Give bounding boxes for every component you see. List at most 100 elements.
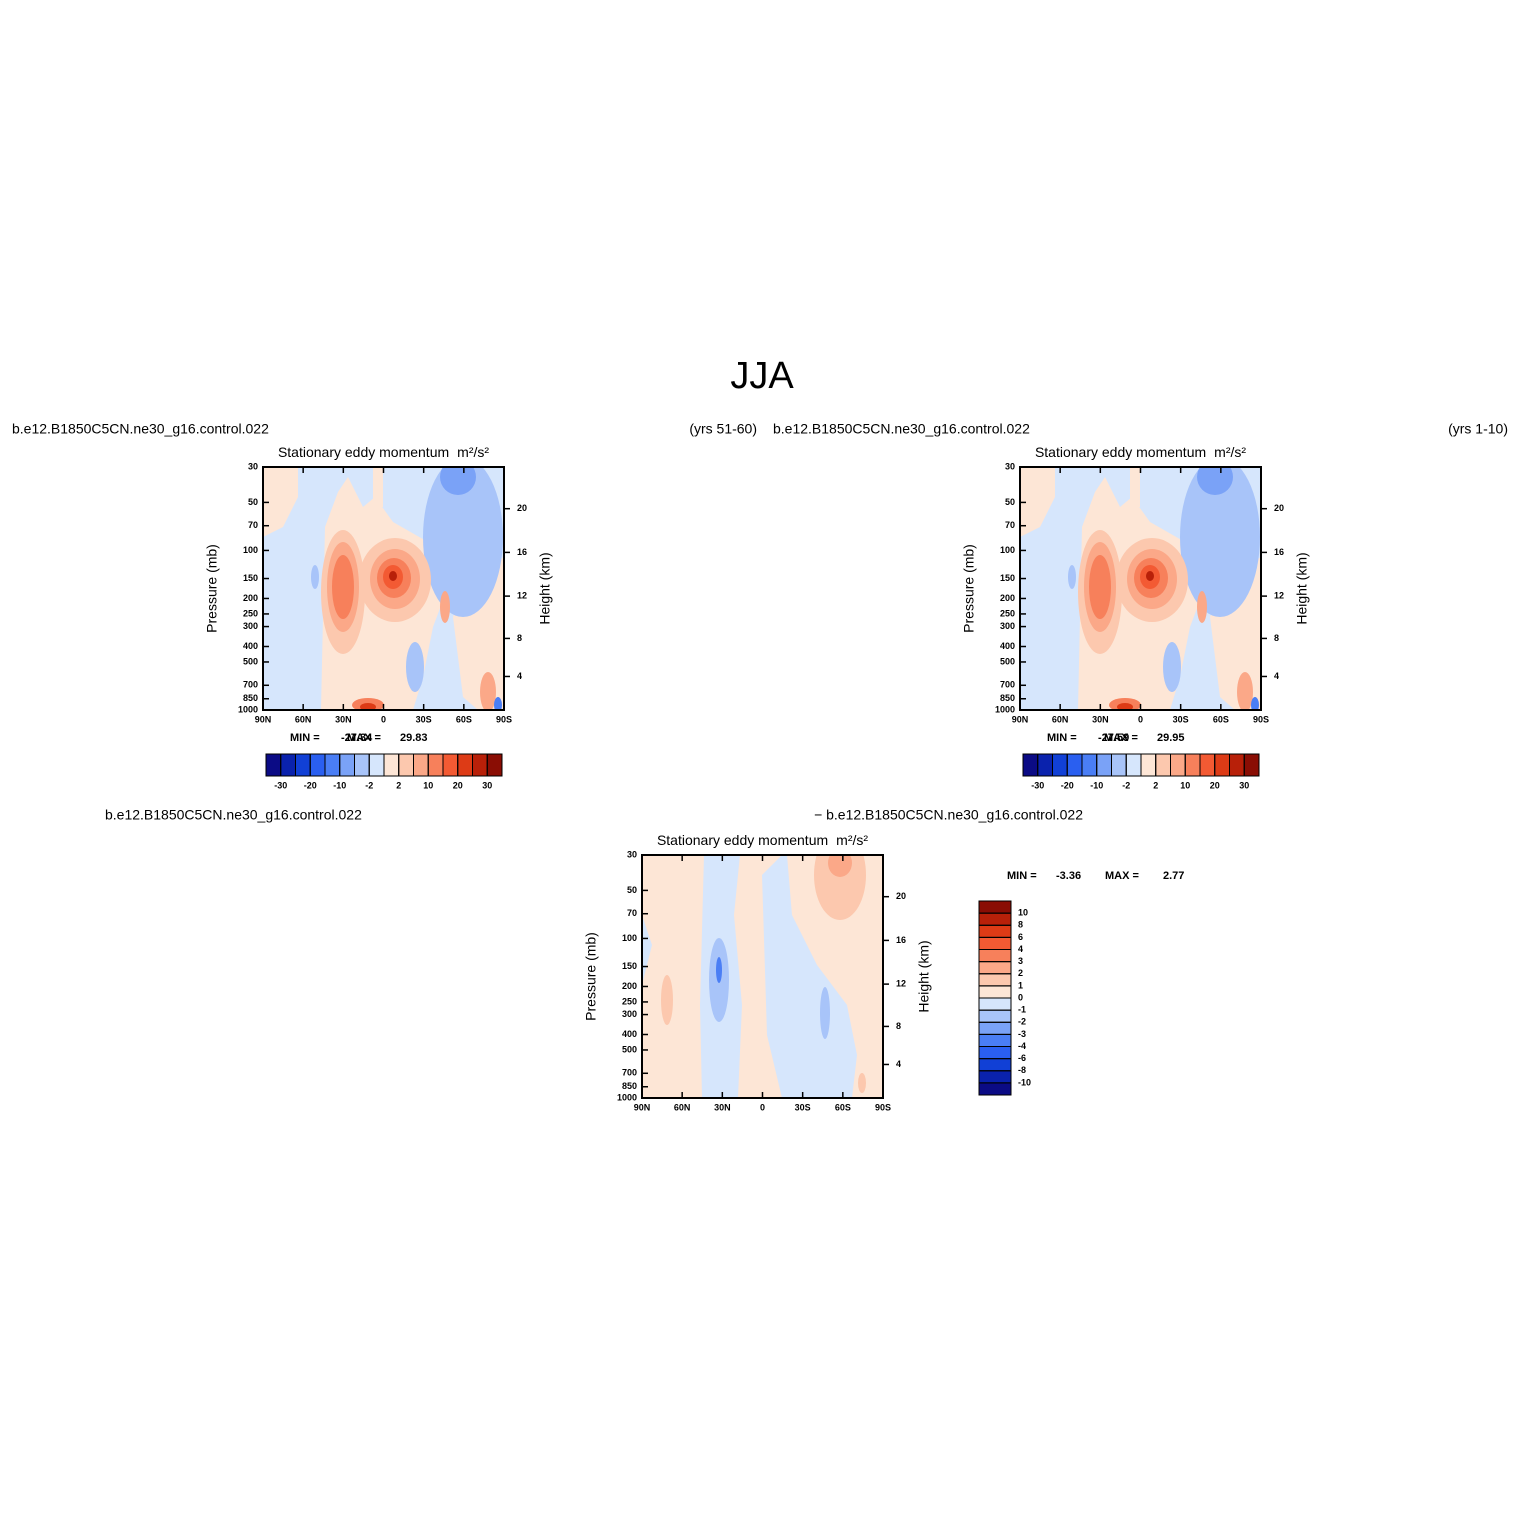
min-value: -27.34 <box>341 732 373 744</box>
y-tick-label: 300 <box>622 1009 637 1019</box>
y-tick-label: 500 <box>622 1044 637 1054</box>
y-tick-label: 850 <box>622 1081 637 1091</box>
colorbar-box <box>1022 753 1039 777</box>
x-tick-label: 60N <box>1052 714 1069 724</box>
y-tick-label: 250 <box>622 996 637 1006</box>
colorbar-box <box>1125 753 1142 777</box>
colorbar-box <box>1140 753 1157 777</box>
x-tick-label: 60N <box>674 1102 691 1112</box>
colorbar-box <box>978 1009 1012 1023</box>
y-tick-label: 500 <box>243 656 258 666</box>
y-tick-label: 30 <box>1005 461 1015 471</box>
max-value: 2.77 <box>1163 870 1184 882</box>
colorbar-label: -4 <box>1018 1041 1026 1051</box>
y-tick-label: 850 <box>1000 693 1015 703</box>
y2-axis-label: Height (km) <box>1294 552 1310 624</box>
y-tick-label: 50 <box>248 497 258 507</box>
colorbar-label: 3 <box>1018 956 1023 966</box>
colorbar-box <box>978 936 1012 950</box>
colorbar-box <box>486 753 503 777</box>
x-tick-label: 90N <box>634 1102 651 1112</box>
colorbar-label: -30 <box>1031 780 1044 790</box>
y-tick-label: 700 <box>622 1068 637 1078</box>
colorbar-label: 6 <box>1018 932 1023 942</box>
y2-tick-label: 20 <box>896 891 906 901</box>
y2-tick-label: 4 <box>1274 671 1279 681</box>
y-tick-label: 200 <box>243 593 258 603</box>
y-tick-label: 700 <box>1000 680 1015 690</box>
colorbar-box <box>1155 753 1171 777</box>
colorbar-label: -10 <box>1090 780 1103 790</box>
right-title: (yrs 51-60) <box>689 421 757 437</box>
colorbar-box <box>1243 753 1260 777</box>
y-tick-label: 30 <box>248 461 258 471</box>
colorbar-box <box>978 961 1012 975</box>
x-tick-label: 90S <box>1253 714 1269 724</box>
y-tick-label: 70 <box>1005 520 1015 530</box>
y-tick-label: 1000 <box>238 704 258 714</box>
x-tick-label: 30N <box>714 1102 731 1112</box>
colorbar-box <box>295 753 311 777</box>
colorbar-box <box>978 1058 1012 1072</box>
colorbar-label: 20 <box>1210 780 1220 790</box>
y-tick-label: 400 <box>622 1029 637 1039</box>
x-tick-label: 0 <box>1138 714 1143 724</box>
colorbar-label: -1 <box>1018 1005 1026 1015</box>
colorbar-box <box>324 753 341 777</box>
colorbar-box <box>472 753 488 777</box>
y2-tick-label: 16 <box>517 547 527 557</box>
y-tick-label: 400 <box>243 641 258 651</box>
colorbar-label: 0 <box>1018 992 1023 1002</box>
colorbar-box <box>978 1033 1012 1047</box>
colorbar-label: -2 <box>1018 1017 1026 1027</box>
max-value: 29.83 <box>400 732 428 744</box>
contour-field <box>642 855 883 1098</box>
y2-tick-label: 12 <box>896 978 906 988</box>
y-axis-label: Pressure (mb) <box>961 544 977 633</box>
max-value: 29.95 <box>1157 732 1185 744</box>
colorbar-label: 2 <box>396 780 401 790</box>
colorbar-box <box>1111 753 1127 777</box>
colorbar-label: -3 <box>1018 1029 1026 1039</box>
colorbar-label: 30 <box>1239 780 1249 790</box>
page-title: JJA <box>730 355 794 397</box>
colorbar-box <box>1229 753 1245 777</box>
colorbar-box <box>978 900 1012 914</box>
x-tick-label: 30S <box>795 1102 811 1112</box>
y-tick-label: 400 <box>1000 641 1015 651</box>
colorbar-box <box>978 1082 1012 1096</box>
colorbar-box <box>1199 753 1216 777</box>
colorbar-label: -2 <box>1122 780 1130 790</box>
max-label: MAX = <box>1104 732 1138 744</box>
plot-title: Stationary eddy momentum m²/s² <box>278 444 489 460</box>
colorbar-label: 8 <box>1018 920 1023 930</box>
y2-tick-label: 16 <box>1274 547 1284 557</box>
colorbar-box <box>978 949 1012 963</box>
colorbar-label: -6 <box>1018 1053 1026 1063</box>
colorbar-box <box>457 753 473 777</box>
plot-title: Stationary eddy momentum m²/s² <box>1035 444 1246 460</box>
y-tick-label: 150 <box>1000 573 1015 583</box>
plot-title: Stationary eddy momentum m²/s² <box>657 832 868 848</box>
y2-tick-label: 4 <box>517 671 522 681</box>
colorbar-box <box>978 973 1012 987</box>
colorbar-label: 4 <box>1018 944 1023 954</box>
y-tick-label: 100 <box>243 545 258 555</box>
max-label: MAX = <box>1105 870 1139 882</box>
y-tick-label: 70 <box>248 520 258 530</box>
x-tick-label: 30S <box>1173 714 1189 724</box>
y-tick-label: 50 <box>1005 497 1015 507</box>
colorbar-box <box>383 753 400 777</box>
units: m²/s² <box>836 832 868 848</box>
colorbar-label: 1 <box>1018 980 1023 990</box>
contour-field <box>263 467 504 710</box>
y-tick-label: 70 <box>627 908 637 918</box>
colorbar-label: -30 <box>274 780 287 790</box>
plot-title-text: Stationary eddy momentum <box>657 832 828 848</box>
y2-tick-label: 16 <box>896 935 906 945</box>
x-tick-label: 60S <box>835 1102 851 1112</box>
y-axis-label: Pressure (mb) <box>583 932 599 1021</box>
min-label: MIN = <box>290 732 320 744</box>
colorbar-box <box>309 753 326 777</box>
x-tick-label: 90N <box>255 714 272 724</box>
